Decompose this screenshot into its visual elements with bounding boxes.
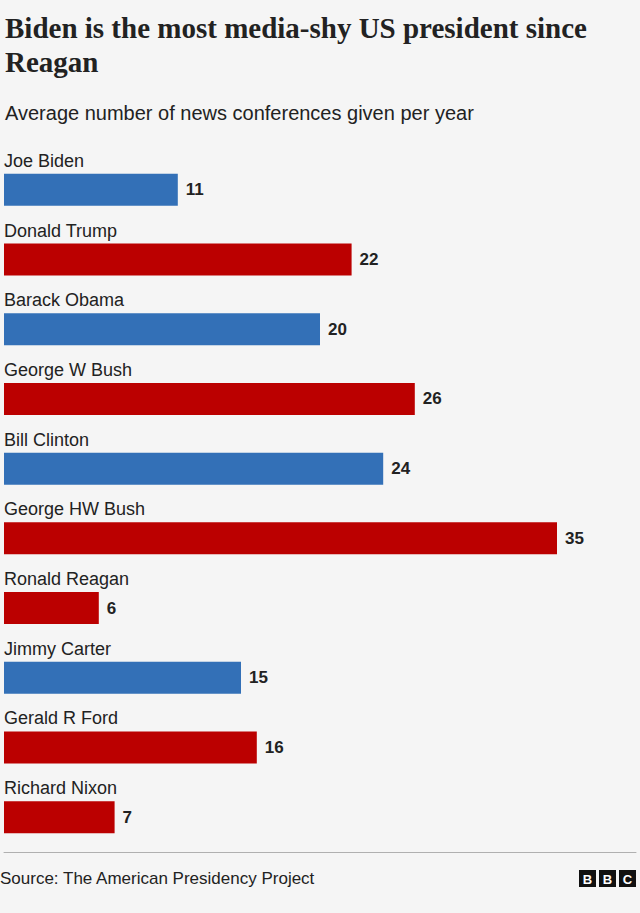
svg-text:George W Bush: George W Bush	[4, 360, 132, 380]
svg-text:Bill Clinton: Bill Clinton	[4, 430, 89, 450]
svg-text:C: C	[623, 872, 633, 887]
svg-text:Reagan: Reagan	[5, 46, 98, 78]
svg-text:7: 7	[123, 808, 132, 827]
svg-text:11: 11	[186, 180, 204, 199]
svg-text:Ronald Reagan: Ronald Reagan	[4, 569, 129, 589]
svg-text:George HW Bush: George HW Bush	[4, 499, 145, 519]
svg-text:B: B	[603, 872, 612, 887]
svg-text:Jimmy Carter: Jimmy Carter	[4, 639, 111, 659]
svg-text:Gerald R Ford: Gerald R Ford	[4, 708, 118, 728]
svg-text:6: 6	[107, 599, 116, 618]
svg-text:16: 16	[265, 738, 284, 757]
svg-text:20: 20	[328, 320, 347, 339]
svg-text:15: 15	[249, 668, 268, 687]
svg-text:Barack Obama: Barack Obama	[4, 290, 125, 310]
svg-text:22: 22	[360, 250, 379, 269]
svg-text:Average number of news confere: Average number of news conferences given…	[5, 102, 474, 124]
svg-text:24: 24	[391, 459, 410, 478]
svg-text:26: 26	[423, 389, 442, 408]
svg-text:Donald Trump: Donald Trump	[4, 221, 117, 241]
svg-text:Biden is the most media-shy US: Biden is the most media-shy US president…	[5, 12, 594, 44]
svg-text:Joe Biden: Joe Biden	[4, 151, 84, 171]
svg-text:Source: The American Presidenc: Source: The American Presidency Project	[0, 869, 315, 888]
svg-text:B: B	[583, 872, 592, 887]
svg-text:Richard Nixon: Richard Nixon	[4, 778, 117, 798]
svg-text:35: 35	[565, 529, 584, 548]
